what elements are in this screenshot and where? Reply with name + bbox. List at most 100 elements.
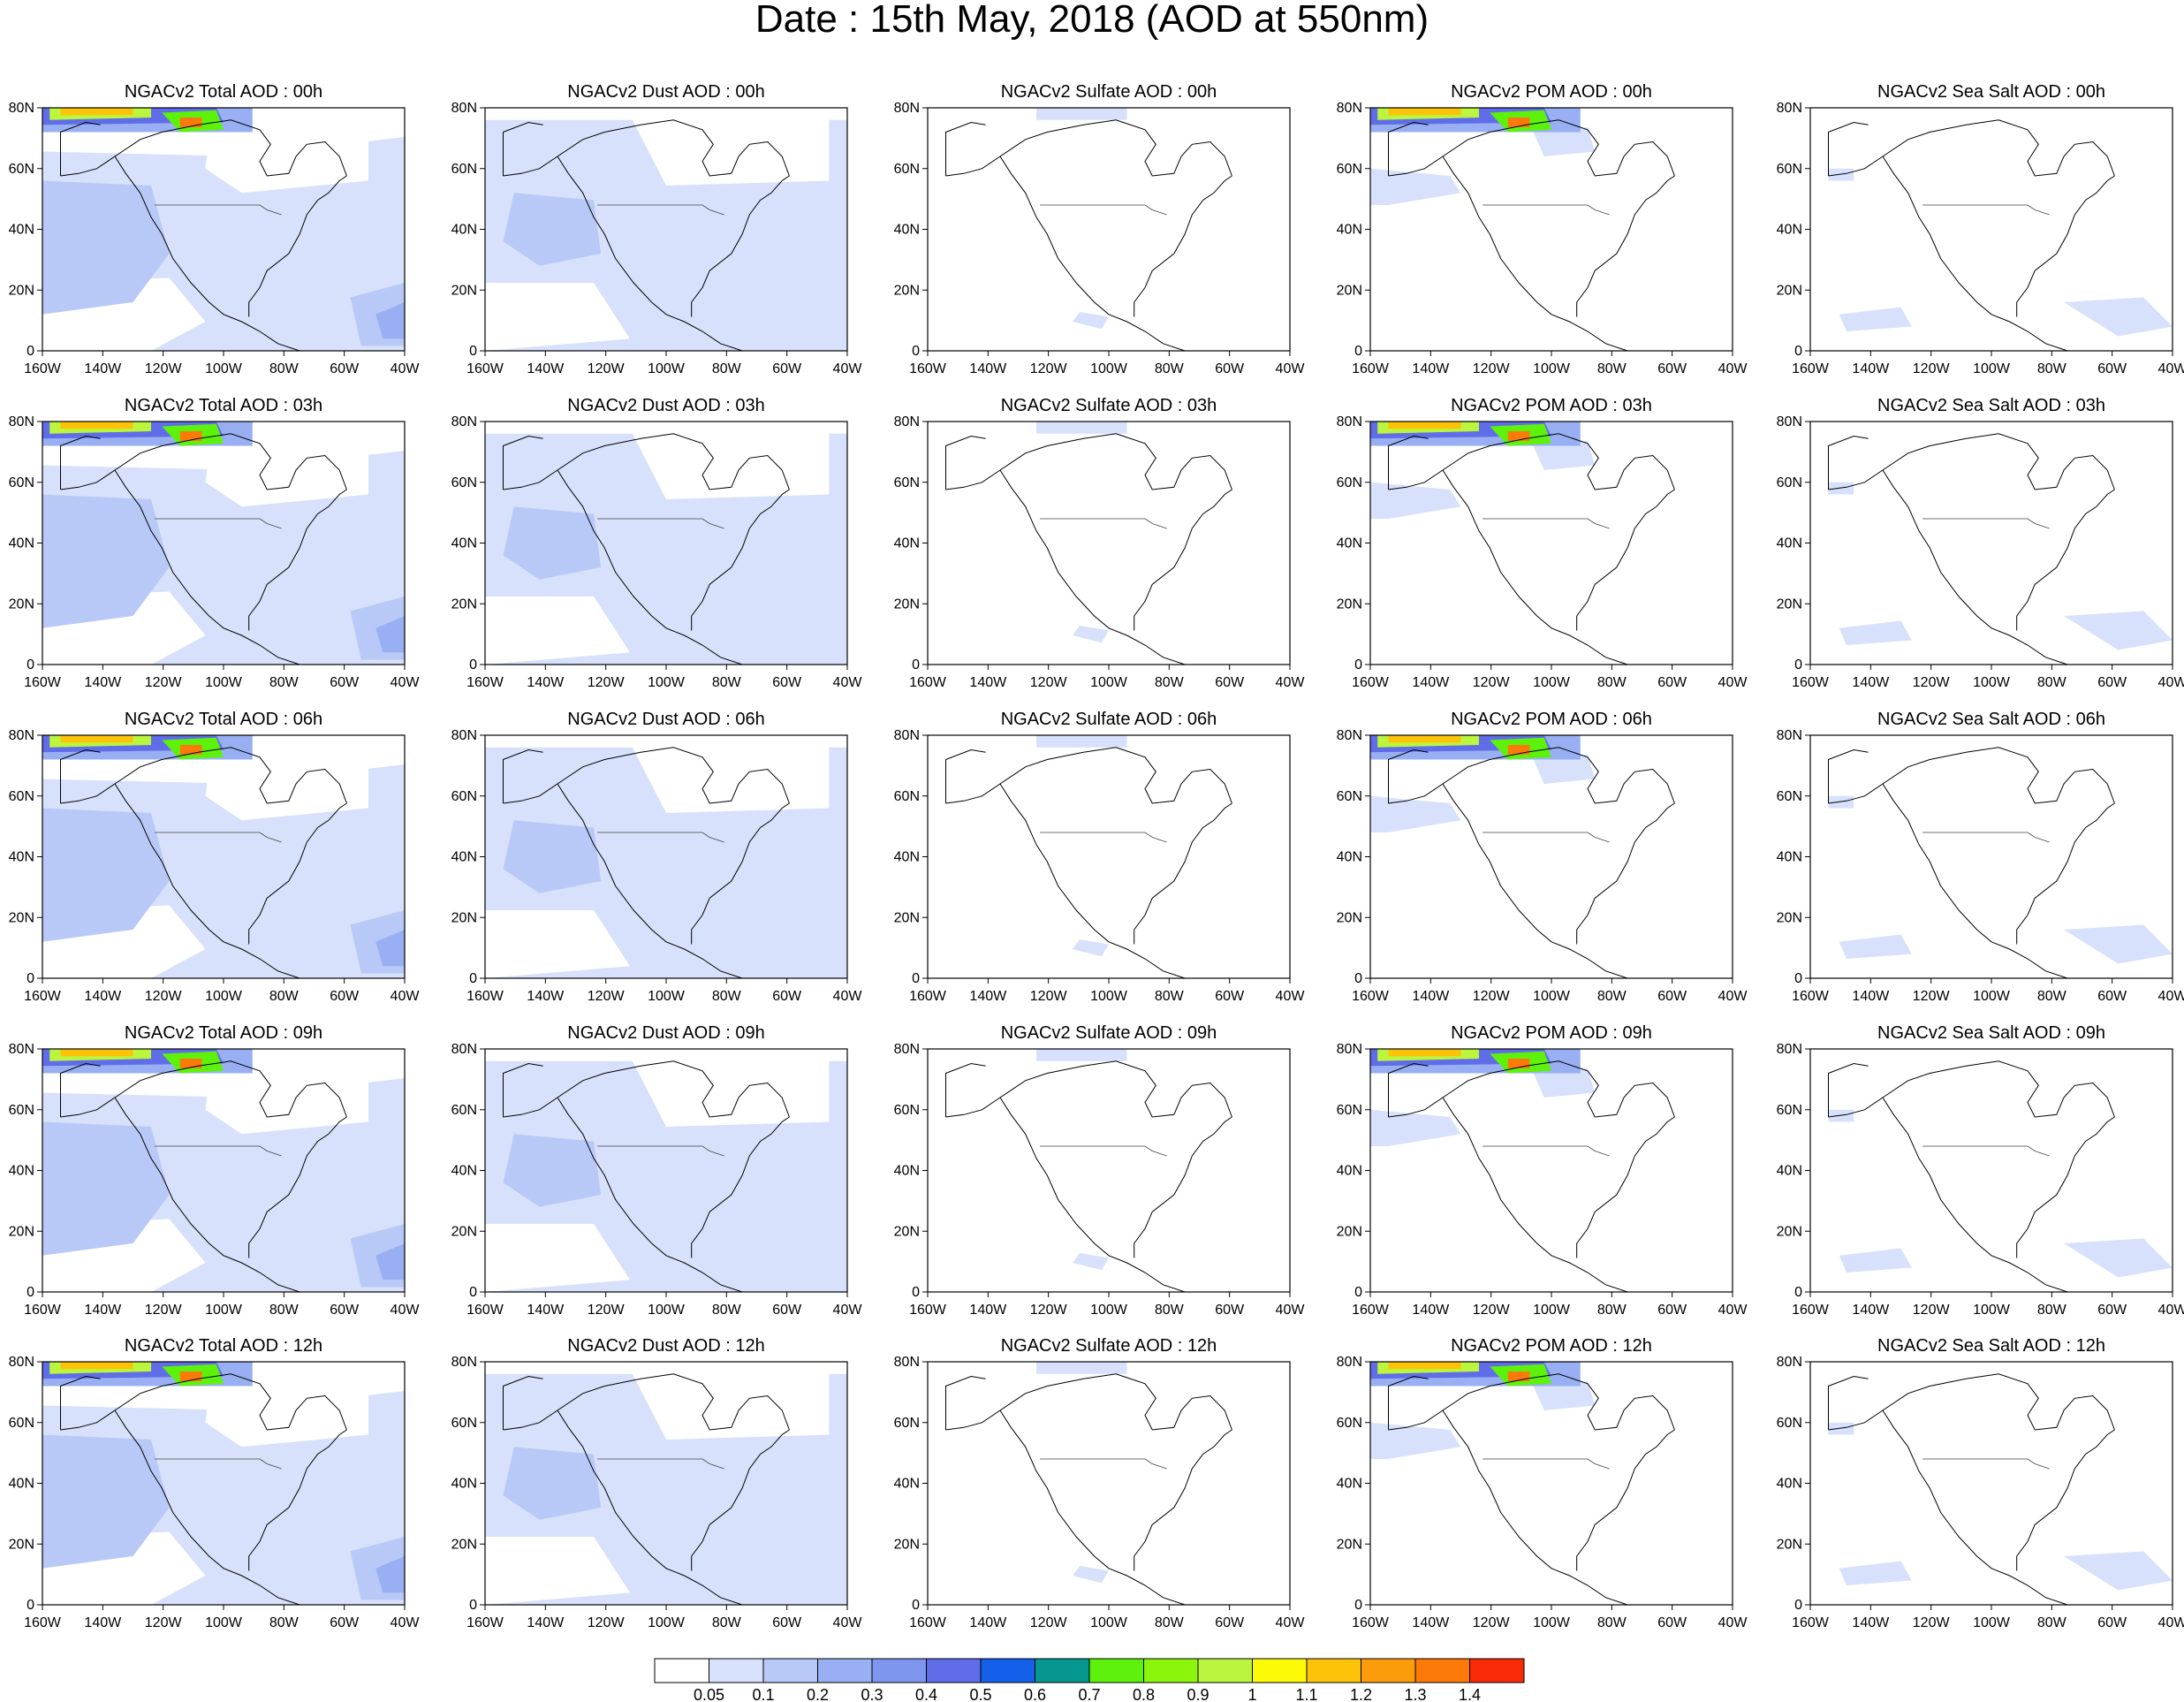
lat-tick-label: 60N — [894, 1416, 920, 1431]
aod-region — [205, 112, 368, 194]
aod-field — [1370, 1362, 1596, 1459]
coast-line — [2016, 489, 2115, 631]
coast-line — [2016, 175, 2115, 317]
country-border — [1040, 1458, 1167, 1470]
lat-tick-label: 40N — [9, 1477, 34, 1492]
lat-tick-label: 60N — [1337, 1103, 1362, 1118]
lon-tick-label: 160W — [909, 675, 947, 690]
lat-tick-label: 40N — [1337, 223, 1362, 238]
aod-region — [2064, 297, 2173, 337]
colorbar-swatch — [1197, 1658, 1253, 1683]
map-panel-sulfate: NGACv2 Sulfate AOD : 06h 80N 60N 40N 20N 0 160… — [894, 710, 1306, 1004]
lon-tick-label: 160W — [909, 361, 947, 376]
lon-tick-label: 160W — [466, 1303, 504, 1318]
lat-tick-label: 0 — [469, 971, 477, 986]
aod-region — [1073, 1566, 1109, 1584]
lat-tick-label: 80N — [451, 101, 477, 116]
lon-tick-label: 160W — [909, 1303, 947, 1318]
lon-tick-label: 140W — [527, 1303, 565, 1318]
lat-tick-label: 20N — [1777, 596, 1802, 612]
map-plot: 80N 60N 40N 20N 0 160W 140W 120W 100W 80W 60W 40W — [894, 414, 1306, 690]
lon-tick-label: 60W — [2097, 361, 2127, 376]
lat-tick-label: 60N — [451, 475, 477, 490]
country-border — [1483, 1145, 1610, 1157]
aod-field — [1370, 108, 1596, 205]
aod-plume — [179, 431, 202, 441]
lon-tick-label: 40W — [2158, 1303, 2184, 1318]
lon-tick-label: 100W — [648, 1303, 686, 1318]
lon-tick-label: 140W — [84, 361, 122, 376]
coast-line — [1388, 1373, 1675, 1431]
coast-line — [945, 1062, 986, 1117]
aod-region — [503, 820, 602, 893]
lon-tick-label: 160W — [1352, 1615, 1390, 1630]
lat-tick-label: 20N — [894, 910, 920, 925]
country-border — [597, 204, 724, 216]
coast-line — [60, 1375, 101, 1430]
coastline — [945, 747, 1232, 979]
coast-line — [1388, 1375, 1429, 1430]
lon-tick-label: 140W — [1852, 675, 1890, 690]
lat-tick-label: 0 — [1354, 1285, 1362, 1300]
panel-title: NGACv2 Sea Salt AOD : 00h — [1877, 82, 2105, 102]
colorbar: 0.05 0.1 0.2 0.3 0.4 0.5 0.6 0.7 0.8 0.9 1 1.1 1.2 1.… — [654, 1658, 1525, 1702]
lon-tick-label: 80W — [1155, 675, 1185, 690]
lat-tick-label: 40N — [1337, 1477, 1362, 1492]
panel-title: NGACv2 Dust AOD : 03h — [567, 396, 765, 415]
colorbar-label: 0.1 — [752, 1686, 774, 1702]
aod-region — [2064, 1238, 2173, 1278]
lat-tick-label: 80N — [894, 728, 920, 743]
lon-tick-label: 160W — [1792, 989, 1830, 1004]
lat-tick-label: 0 — [912, 1285, 920, 1300]
coastline — [945, 1060, 1232, 1293]
map-plot: 80N 60N 40N 20N 0 160W 140W 120W 100W 80W 60W 40W — [894, 728, 1306, 1004]
country-border — [155, 204, 282, 216]
lon-tick-label: 140W — [1412, 1303, 1450, 1318]
lat-tick-label: 0 — [469, 1598, 477, 1613]
lon-tick-label: 120W — [1030, 361, 1068, 376]
lon-tick-label: 160W — [24, 1303, 62, 1318]
coastline — [60, 433, 347, 665]
lat-tick-label: 20N — [894, 1537, 920, 1552]
aod-region — [630, 1056, 830, 1127]
coast-line — [999, 1409, 1186, 1606]
country-border — [597, 832, 724, 843]
aod-region — [2064, 611, 2173, 650]
country-border — [1040, 518, 1167, 529]
lat-tick-label: 40N — [894, 536, 920, 551]
aod-region — [1533, 127, 1596, 156]
colorbar-swatch — [709, 1658, 764, 1683]
lat-tick-label: 80N — [1777, 101, 1802, 116]
lat-tick-label: 80N — [894, 101, 920, 116]
lon-tick-label: 140W — [84, 1615, 122, 1630]
coast-line — [503, 1060, 790, 1118]
coastline — [945, 119, 1232, 352]
coast-line — [1576, 489, 1675, 631]
coast-line — [691, 1116, 790, 1258]
country-border — [1922, 1145, 2050, 1157]
map-panel-pom: NGACv2 POM AOD : 12h 80N 60N 40N 20N 0 160W 140… — [1337, 1336, 1748, 1630]
lat-tick-label: 0 — [1794, 1598, 1802, 1613]
lat-tick-label: 80N — [1337, 101, 1362, 116]
map-panel-total: NGACv2 Total AOD : 03h 80N 60N 40N 20N 0 160W 1… — [9, 396, 421, 690]
panel-title: NGACv2 Dust AOD : 06h — [567, 710, 765, 729]
lat-tick-label: 40N — [894, 223, 920, 238]
coast-line — [1882, 156, 2068, 352]
country-border — [1040, 832, 1167, 843]
lat-tick-label: 60N — [9, 789, 34, 804]
lon-tick-label: 120W — [588, 361, 626, 376]
map-background — [928, 1049, 1290, 1292]
country-border — [1483, 1458, 1610, 1470]
coast-line — [1442, 1097, 1628, 1293]
lat-tick-label: 0 — [912, 1598, 920, 1613]
lat-tick-label: 80N — [451, 1042, 477, 1057]
coast-line — [2016, 802, 2115, 945]
coast-line — [1882, 1409, 2068, 1606]
map-background — [928, 422, 1290, 665]
aod-plume — [1507, 1371, 1530, 1381]
lon-tick-label: 160W — [1792, 1615, 1830, 1630]
colorbar-swatch — [1361, 1658, 1416, 1683]
map-panel-dust: NGACv2 Dust AOD : 12h 80N 60N 40N 20N 0 160W 14… — [451, 1336, 863, 1630]
lon-tick-label: 80W — [1597, 989, 1627, 1004]
lat-tick-label: 60N — [451, 789, 477, 804]
